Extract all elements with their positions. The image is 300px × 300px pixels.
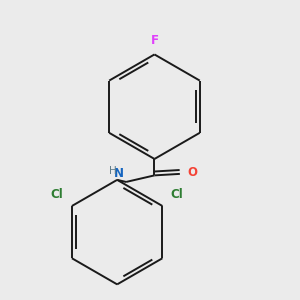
Text: N: N [114, 167, 124, 180]
Text: Cl: Cl [51, 188, 64, 201]
Text: F: F [151, 34, 158, 47]
Text: O: O [187, 166, 197, 179]
Text: H: H [109, 166, 117, 176]
Text: Cl: Cl [171, 188, 184, 201]
